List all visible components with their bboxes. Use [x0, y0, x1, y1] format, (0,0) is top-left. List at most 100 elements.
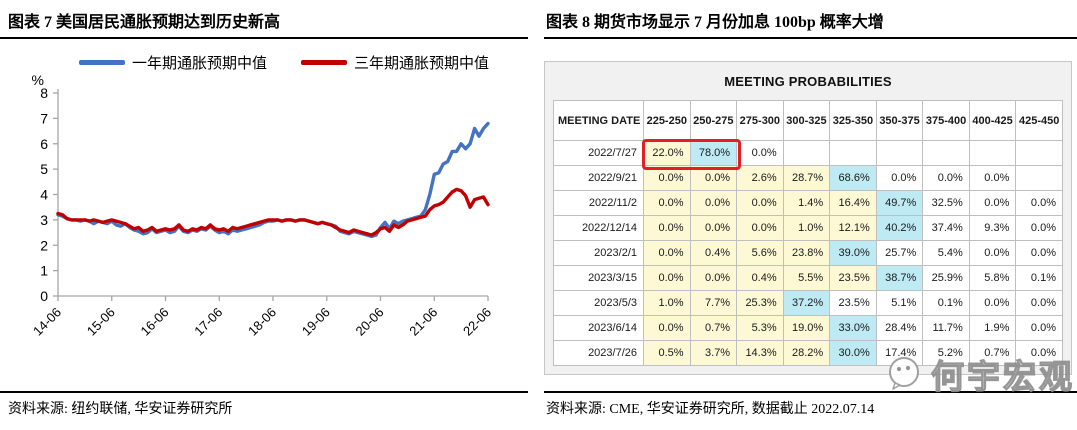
- svg-text:7: 7: [40, 110, 48, 126]
- meeting-date-cell: 2023/3/15: [553, 265, 644, 291]
- table-row: 2022/12/14 0.0% 0.0% 0.0% 1.0% 12.1% 40.2% 37.4…: [553, 215, 1063, 241]
- probability-cell: 5.3%: [736, 315, 784, 341]
- chart-legend: 一年期通胀预期中值 三年期通胀预期中值: [30, 51, 538, 73]
- probability-cell: 38.7%: [875, 265, 924, 291]
- svg-text:8: 8: [40, 85, 48, 101]
- probability-cell: 0.0%: [736, 190, 784, 216]
- probability-cell: 68.6%: [829, 165, 877, 191]
- legend-label: 三年期通胀预期中值: [354, 55, 490, 72]
- table-row: 2023/2/1 0.0% 0.4% 5.6% 23.8% 39.0% 25.7% 5.4% 0…: [553, 240, 1063, 266]
- svg-text:3: 3: [40, 212, 48, 228]
- probability-cell: 1.0%: [782, 215, 831, 241]
- column-header: 350-375: [875, 100, 924, 141]
- probability-cell: [829, 140, 877, 166]
- svg-text:20-06: 20-06: [353, 305, 387, 339]
- probability-cell: 0.0%: [1015, 240, 1063, 266]
- svg-text:18-06: 18-06: [245, 305, 279, 339]
- probability-cell: 0.0%: [689, 190, 738, 216]
- probability-cell: 37.2%: [782, 290, 831, 316]
- column-header: 300-325: [782, 100, 831, 141]
- probability-cell: 32.5%: [922, 190, 970, 216]
- meeting-date-cell: 2023/5/3: [553, 290, 644, 316]
- probability-cell: 14.3%: [736, 340, 784, 366]
- probability-cell: [1015, 165, 1063, 191]
- probability-cell: 0.0%: [922, 165, 970, 191]
- probability-cell: 0.0%: [736, 140, 784, 166]
- figure-8-title-rule: [544, 37, 1077, 39]
- probability-cell: 25.7%: [875, 240, 924, 266]
- meeting-date-cell: 2022/12/14: [553, 215, 644, 241]
- prob-table-title: MEETING PROBABILITIES: [724, 74, 892, 89]
- probability-cell: 0.0%: [968, 290, 1017, 316]
- probability-cell: 5.5%: [782, 265, 831, 291]
- table-row: 2023/6/14 0.0% 0.7% 5.3% 19.0% 33.0% 28.4% 11.7…: [553, 315, 1063, 341]
- table-row: 2023/5/3 1.0% 7.7% 25.3% 37.2% 23.5% 5.1% 0.1% 0…: [553, 290, 1063, 316]
- probability-cell: 0.0%: [643, 240, 691, 266]
- probability-cell: 17.4%: [875, 340, 924, 366]
- probability-cell: 16.4%: [829, 190, 877, 216]
- column-header: 425-450: [1015, 100, 1063, 141]
- probability-cell: 1.9%: [968, 315, 1017, 341]
- probability-cell: 2.6%: [736, 165, 784, 191]
- column-header: 375-400: [922, 100, 970, 141]
- probability-cell: 0.0%: [1015, 290, 1063, 316]
- probability-cell: 0.0%: [689, 165, 738, 191]
- legend-swatch: [301, 59, 347, 65]
- probability-cell: 49.7%: [875, 190, 924, 216]
- probability-cell: 5.4%: [922, 240, 970, 266]
- svg-text:14-06: 14-06: [30, 305, 64, 339]
- probability-cell: [875, 140, 924, 166]
- legend-item: 三年期通胀预期中值: [301, 52, 489, 73]
- meeting-date-cell: 2023/6/14: [553, 315, 644, 341]
- probability-cell: 28.2%: [782, 340, 831, 366]
- probability-cell: 11.7%: [922, 315, 970, 341]
- probability-cell: 23.5%: [829, 290, 877, 316]
- figure-8-source: 资料来源: CME, 华安证券研究所, 数据截止 2022.07.14: [546, 402, 875, 417]
- column-header: 400-425: [968, 100, 1017, 141]
- probability-cell: 30.0%: [829, 340, 877, 366]
- probability-cell: 23.5%: [829, 265, 877, 291]
- meeting-date-cell: 2023/7/26: [553, 340, 644, 366]
- table-row: 2023/7/26 0.5% 3.7% 14.3% 28.2% 30.0% 17.4% 5.2…: [553, 340, 1063, 366]
- legend-item: 一年期通胀预期中值: [78, 52, 267, 73]
- table-row: 2022/11/2 0.0% 0.0% 0.0% 1.4% 16.4% 49.7% 32.5%…: [553, 190, 1063, 216]
- probability-cell: 33.0%: [829, 315, 877, 341]
- probability-cell: 25.3%: [736, 290, 784, 316]
- probability-cell: 5.1%: [875, 290, 924, 316]
- legend-swatch: [78, 59, 125, 65]
- figure-7-inflation-expectations: 图表 7 美国居民通胀预期达到历史新高 一年期通胀预期中值 三年期通胀预期中值 0…: [0, 0, 538, 430]
- svg-text:2: 2: [40, 237, 48, 253]
- meeting-date-cell: 2022/11/2: [553, 190, 644, 216]
- inflation-chart: 一年期通胀预期中值 三年期通胀预期中值 0 1 2 3 4 5 6 7 8 14-06 15-06 16…: [0, 51, 538, 358]
- probability-cell: 5.8%: [968, 265, 1017, 291]
- column-header: 275-300: [736, 100, 784, 141]
- probability-cell: 0.5%: [643, 340, 691, 366]
- probability-cell: 0.7%: [689, 315, 738, 341]
- svg-text:19-06: 19-06: [299, 305, 333, 339]
- probability-cell: 0.7%: [968, 340, 1017, 366]
- probability-cell: 0.0%: [643, 165, 691, 191]
- figure-7-title: 图表 7 美国居民通胀预期达到历史新高: [8, 14, 281, 31]
- probability-cell: 0.0%: [875, 165, 924, 191]
- meeting-probabilities-panel: MEETING PROBABILITIES MEETING DATE 225-25…: [544, 61, 1072, 375]
- probability-cell: 1.0%: [643, 290, 691, 316]
- svg-text:22-06: 22-06: [460, 305, 494, 339]
- svg-text:%: %: [32, 73, 44, 88]
- probability-cell: 0.0%: [968, 240, 1017, 266]
- probability-cell: 5.2%: [922, 340, 970, 366]
- probability-cell: 0.0%: [1015, 190, 1063, 216]
- column-header: 325-350: [829, 100, 877, 141]
- svg-text:0: 0: [40, 288, 48, 304]
- probability-cell: [782, 140, 831, 166]
- figure-7-bottom-rule: [0, 391, 528, 393]
- probability-cell: 40.2%: [875, 215, 924, 241]
- probability-cell: 0.0%: [689, 265, 738, 291]
- probability-cell: 0.0%: [689, 215, 738, 241]
- probability-cell: 0.0%: [1015, 215, 1063, 241]
- probability-cell: 0.4%: [736, 265, 784, 291]
- meeting-date-cell: 2022/7/27: [553, 140, 644, 166]
- probability-cell: 7.7%: [689, 290, 738, 316]
- probability-cell: 78.0%: [689, 140, 738, 166]
- column-header: MEETING DATE: [553, 100, 644, 141]
- figure-7-source: 资料来源: 纽约联储, 华安证券研究所: [8, 402, 233, 417]
